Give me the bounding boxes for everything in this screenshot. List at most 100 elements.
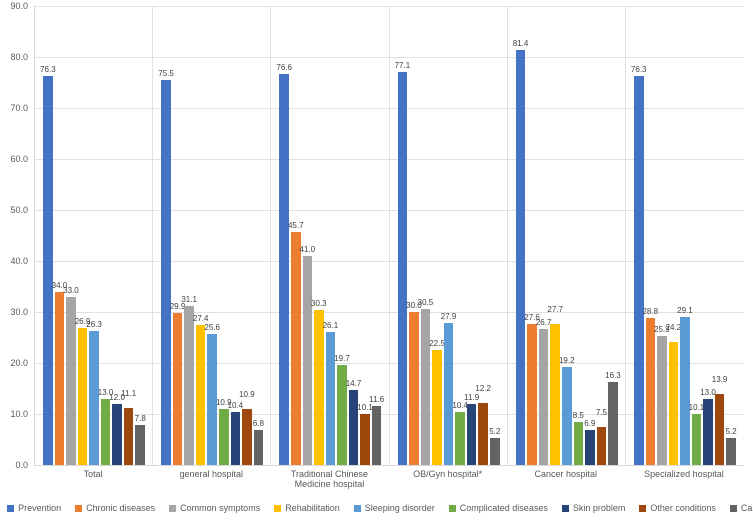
bar-value-label: 26.3 — [86, 321, 102, 331]
bar-value-label: 76.3 — [40, 66, 56, 76]
x-labels: Totalgeneral hospitalTraditional Chinese… — [34, 469, 743, 489]
groups: 76.334.033.026.926.313.012.011.17.875.52… — [35, 6, 744, 465]
bar: 34.0 — [55, 292, 65, 465]
x-tick-label: Traditional Chinese Medicine hospital — [270, 469, 388, 489]
bar: 8.5 — [574, 422, 584, 465]
bar: 30.3 — [314, 310, 324, 465]
bar-value-label: 76.6 — [276, 64, 292, 74]
bar: 22.5 — [432, 350, 442, 465]
bar: 11.6 — [372, 406, 382, 465]
bar: 75.5 — [161, 80, 171, 465]
bar-value-label: 77.1 — [395, 62, 411, 72]
bar-value-label: 25.6 — [204, 324, 220, 334]
bar-value-label: 27.9 — [441, 313, 457, 323]
bar-value-label: 33.0 — [63, 287, 79, 297]
legend-label: Skin problem — [573, 503, 626, 513]
bar-value-label: 12.2 — [475, 385, 491, 403]
y-tick-label: 40.0 — [0, 256, 28, 266]
legend-label: Common symptoms — [180, 503, 260, 513]
legend-swatch — [562, 505, 569, 512]
bar: 81.4 — [516, 50, 526, 465]
bar-value-label: 75.5 — [158, 70, 174, 80]
group: 75.529.931.127.425.610.910.410.96.8 — [153, 6, 271, 465]
bar: 77.1 — [398, 72, 408, 465]
legend-item: Rehabilitation — [274, 503, 340, 513]
bar: 31.1 — [184, 306, 194, 465]
legend-item: Sleeping disorder — [354, 503, 435, 513]
bars: 76.334.033.026.926.313.012.011.17.8 — [42, 6, 146, 465]
group: 77.130.030.522.527.910.411.912.25.2 — [390, 6, 508, 465]
bar: 13.9 — [715, 394, 725, 465]
y-tick-label: 20.0 — [0, 358, 28, 368]
bar-value-label: 11.6 — [369, 396, 384, 406]
bar-value-label: 31.1 — [181, 296, 197, 306]
bar-value-label: 10.1 — [689, 404, 705, 414]
legend-label: Rehabilitation — [285, 503, 340, 513]
bar-value-label: 10.9 — [239, 391, 255, 409]
bar: 6.9 — [585, 430, 595, 465]
bar-value-label: 45.7 — [288, 222, 304, 232]
bar: 45.7 — [291, 232, 301, 465]
legend-swatch — [169, 505, 176, 512]
bar: 30.0 — [409, 312, 419, 465]
legend-item: Other conditions — [639, 503, 716, 513]
y-tick-label: 10.0 — [0, 409, 28, 419]
bar-value-label: 5.2 — [726, 428, 737, 438]
bar: 5.2 — [490, 438, 500, 465]
bar: 13.0 — [703, 399, 713, 465]
bar: 16.3 — [608, 382, 618, 465]
bars: 81.427.626.727.719.28.56.97.516.3 — [515, 6, 619, 465]
bar: 10.9 — [242, 409, 252, 465]
bar-value-label: 5.2 — [489, 428, 500, 438]
legend-label: Sleeping disorder — [365, 503, 435, 513]
bar-value-label: 26.1 — [323, 322, 339, 332]
group: 81.427.626.727.719.28.56.97.516.3 — [508, 6, 626, 465]
bar: 27.9 — [444, 323, 454, 465]
bars: 77.130.030.522.527.910.411.912.25.2 — [397, 6, 501, 465]
bar: 10.1 — [692, 414, 702, 466]
bar-value-label: 29.1 — [677, 307, 693, 317]
bar: 26.9 — [78, 328, 88, 465]
legend-swatch — [730, 505, 737, 512]
y-tick-label: 0.0 — [0, 460, 28, 470]
legend-label: Other conditions — [650, 503, 716, 513]
bar-value-label: 13.9 — [712, 376, 728, 394]
bar-value-label: 6.8 — [253, 420, 264, 430]
bars: 75.529.931.127.425.610.910.410.96.8 — [160, 6, 264, 465]
bar: 30.5 — [421, 309, 431, 465]
bar: 5.2 — [726, 438, 736, 465]
bar-value-label: 11.1 — [121, 390, 136, 408]
x-tick-label: Cancer hospital — [507, 469, 625, 489]
legend-item: Common symptoms — [169, 503, 260, 513]
bar: 7.5 — [597, 427, 607, 465]
bar: 76.3 — [43, 76, 53, 465]
bar: 41.0 — [303, 256, 313, 465]
group: 76.328.825.324.229.110.113.013.95.2 — [626, 6, 744, 465]
bar-value-label: 6.9 — [584, 420, 595, 430]
bar: 11.1 — [124, 408, 134, 465]
bar: 12.0 — [112, 404, 122, 465]
legend: PreventionChronic diseasesCommon symptom… — [34, 503, 743, 513]
bar: 29.9 — [173, 313, 183, 465]
bar: 27.4 — [196, 325, 206, 465]
legend-item: Prevention — [7, 503, 61, 513]
legend-swatch — [7, 505, 14, 512]
legend-label: Complicated diseases — [460, 503, 548, 513]
bar-value-label: 7.5 — [596, 409, 607, 427]
bar-value-label: 24.2 — [666, 324, 682, 342]
bar-value-label: 7.8 — [135, 415, 146, 425]
bars: 76.328.825.324.229.110.113.013.95.2 — [633, 6, 737, 465]
bar: 76.6 — [279, 74, 289, 465]
bar-value-label: 19.7 — [334, 355, 350, 365]
bar: 10.4 — [455, 412, 465, 465]
bar: 10.1 — [360, 414, 370, 466]
bar-value-label: 19.2 — [559, 357, 575, 367]
bar: 10.4 — [231, 412, 241, 465]
bar-value-label: 76.3 — [631, 66, 647, 76]
bar-value-label: 27.7 — [547, 306, 563, 324]
y-tick-label: 80.0 — [0, 52, 28, 62]
legend-item: Cancer — [730, 503, 753, 513]
y-tick-label: 30.0 — [0, 307, 28, 317]
group: 76.645.741.030.326.119.714.710.111.6 — [271, 6, 389, 465]
bar: 12.2 — [478, 403, 488, 465]
